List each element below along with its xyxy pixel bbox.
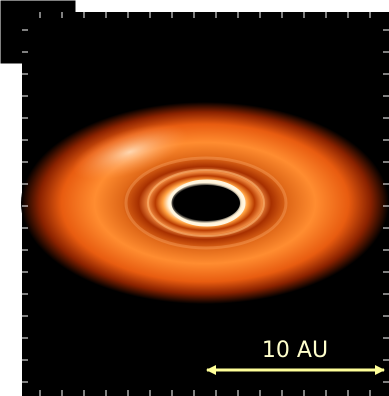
scale-label: 10 AU (262, 338, 328, 363)
disk-image: 10 AU (0, 0, 389, 396)
page: {"scale_bar": {"label": "10 AU"}} (0, 0, 389, 396)
inner-hole (174, 185, 240, 221)
